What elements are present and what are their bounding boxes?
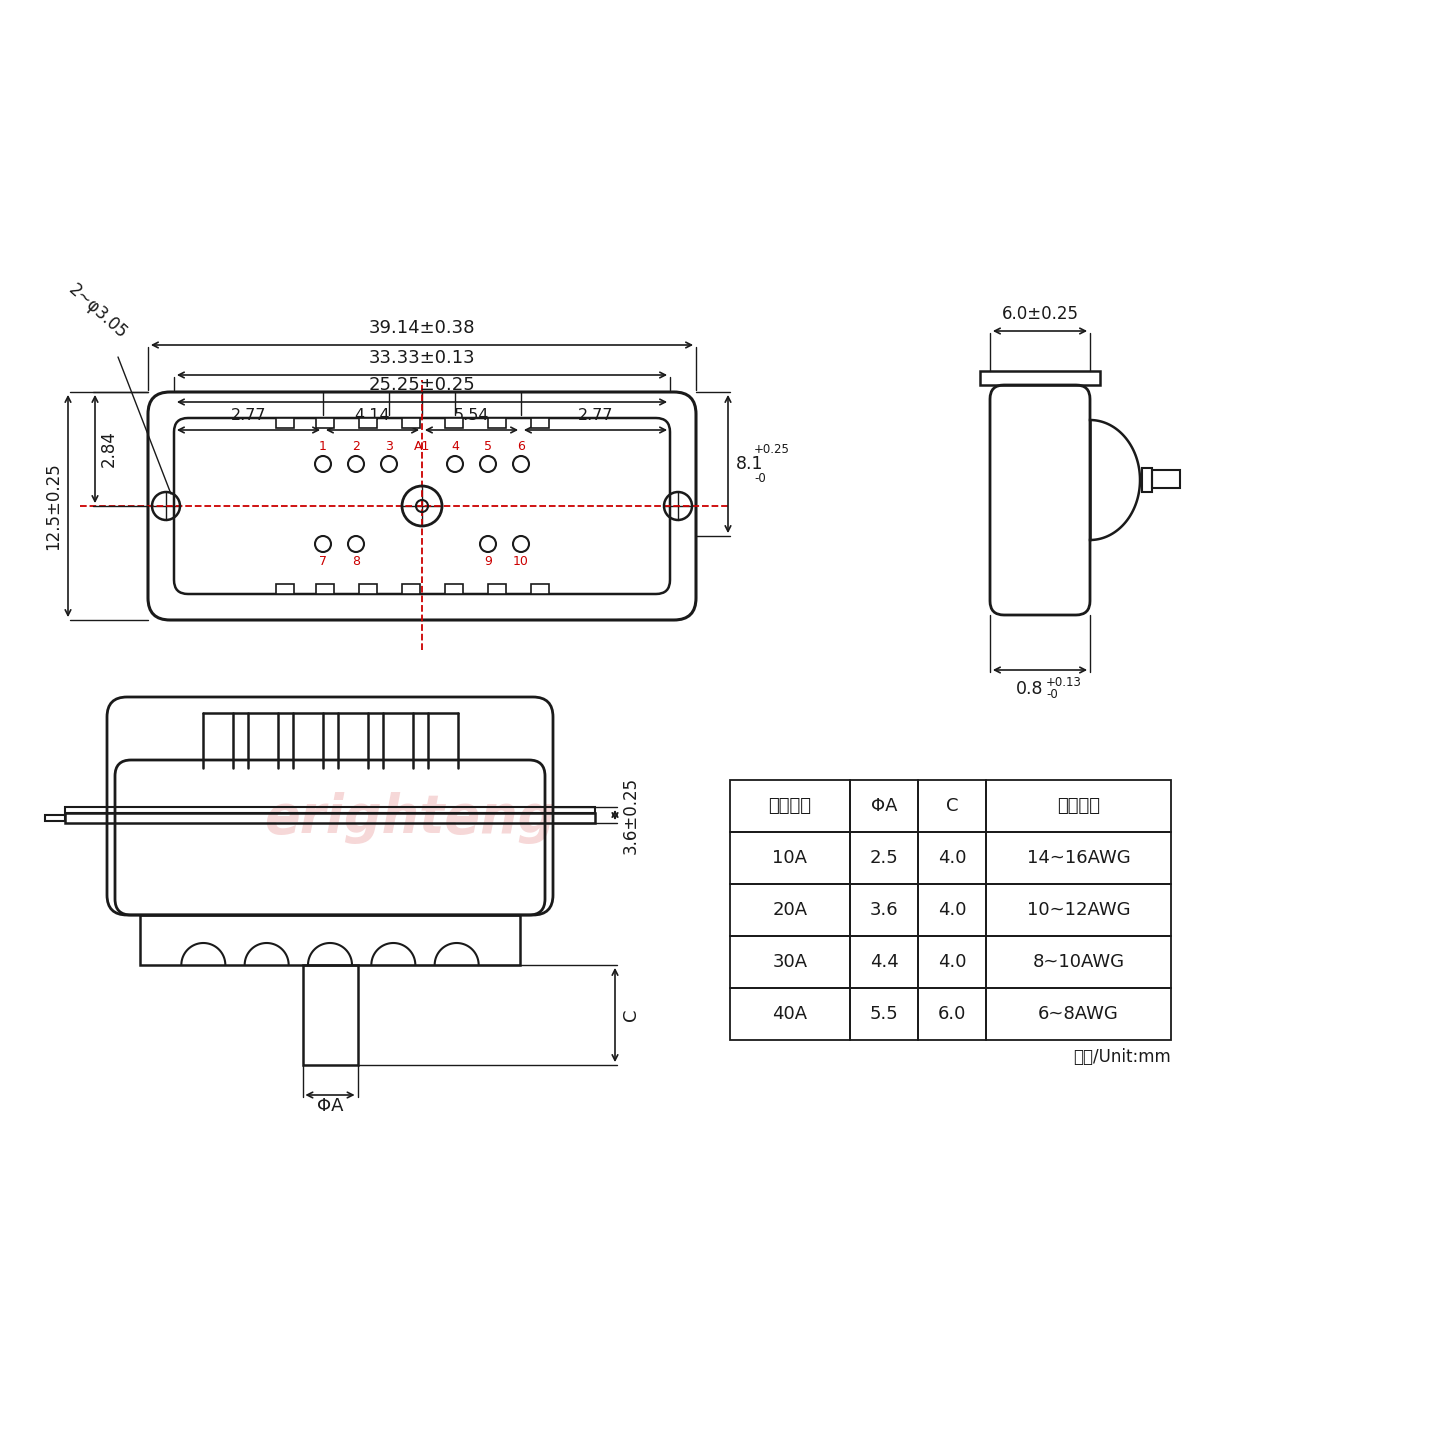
Text: 3.6: 3.6 <box>870 901 899 919</box>
Bar <box>315 418 334 428</box>
Text: +0.25: +0.25 <box>755 444 791 456</box>
Bar <box>850 936 919 988</box>
Text: 4.0: 4.0 <box>937 953 966 971</box>
Text: 7: 7 <box>320 554 327 567</box>
Text: 4: 4 <box>451 441 459 454</box>
Bar <box>1142 468 1152 492</box>
Text: 6: 6 <box>517 441 526 454</box>
Bar <box>919 780 986 832</box>
Bar <box>315 585 334 593</box>
Text: 单位/Unit:mm: 单位/Unit:mm <box>1073 1048 1171 1066</box>
Text: 14~16AWG: 14~16AWG <box>1027 850 1130 867</box>
Text: C: C <box>622 1009 639 1021</box>
Text: 2: 2 <box>351 441 360 454</box>
Text: 8.1: 8.1 <box>736 455 763 472</box>
Text: -0: -0 <box>1045 688 1058 701</box>
Text: 2.77: 2.77 <box>230 408 266 423</box>
Bar <box>986 884 1171 936</box>
Text: 3: 3 <box>384 441 393 454</box>
Bar <box>276 418 294 428</box>
Bar <box>986 936 1171 988</box>
Text: 2.77: 2.77 <box>577 408 613 423</box>
Text: 额定电流: 额定电流 <box>769 796 812 815</box>
Bar <box>981 372 1100 384</box>
Text: 12.5±0.25: 12.5±0.25 <box>45 462 62 550</box>
Bar <box>919 884 986 936</box>
Text: A1: A1 <box>413 441 431 454</box>
Text: 9: 9 <box>484 554 492 567</box>
Text: 5: 5 <box>484 441 492 454</box>
Bar <box>986 780 1171 832</box>
Bar <box>276 585 294 593</box>
Text: 3.6±0.25: 3.6±0.25 <box>622 776 639 854</box>
Bar <box>850 884 919 936</box>
Bar <box>986 832 1171 884</box>
Bar <box>730 780 850 832</box>
Bar <box>919 936 986 988</box>
Text: 4.0: 4.0 <box>937 850 966 867</box>
Text: 6~8AWG: 6~8AWG <box>1038 1005 1119 1022</box>
Bar <box>45 815 65 821</box>
Text: 4.4: 4.4 <box>870 953 899 971</box>
Bar <box>445 585 464 593</box>
Text: ΦA: ΦA <box>871 796 897 815</box>
Bar <box>359 418 377 428</box>
Text: 4.14: 4.14 <box>354 408 390 423</box>
Bar <box>65 814 595 824</box>
Bar <box>850 988 919 1040</box>
Bar <box>65 806 595 814</box>
Text: 8: 8 <box>351 554 360 567</box>
Text: 6.0: 6.0 <box>937 1005 966 1022</box>
Text: C: C <box>946 796 958 815</box>
Text: 25.25±0.25: 25.25±0.25 <box>369 376 475 395</box>
Bar <box>531 585 549 593</box>
Text: +0.13: +0.13 <box>1045 675 1081 688</box>
Bar <box>445 418 464 428</box>
Text: 30A: 30A <box>772 953 808 971</box>
Bar <box>730 988 850 1040</box>
Bar <box>919 832 986 884</box>
Text: 2~φ3.05: 2~φ3.05 <box>65 281 131 341</box>
Text: 1: 1 <box>320 441 327 454</box>
Text: 40A: 40A <box>772 1005 808 1022</box>
Bar <box>402 418 420 428</box>
Text: 2.5: 2.5 <box>870 850 899 867</box>
Text: 8~10AWG: 8~10AWG <box>1032 953 1125 971</box>
Bar <box>488 585 505 593</box>
Text: 33.33±0.13: 33.33±0.13 <box>369 348 475 367</box>
Bar <box>140 914 520 965</box>
Text: 10A: 10A <box>772 850 808 867</box>
Bar <box>919 988 986 1040</box>
Bar <box>986 988 1171 1040</box>
Bar <box>850 780 919 832</box>
Bar <box>730 936 850 988</box>
Bar <box>302 965 357 1066</box>
Bar <box>359 585 377 593</box>
Text: 2.84: 2.84 <box>99 431 118 468</box>
Bar <box>402 585 420 593</box>
Text: 6.0±0.25: 6.0±0.25 <box>1001 305 1079 323</box>
Text: -0: -0 <box>755 472 766 485</box>
Text: 39.14±0.38: 39.14±0.38 <box>369 320 475 337</box>
Text: 5.54: 5.54 <box>454 408 490 423</box>
Text: 4.0: 4.0 <box>937 901 966 919</box>
Text: ΦA: ΦA <box>317 1097 343 1115</box>
Bar <box>730 884 850 936</box>
Text: 5.5: 5.5 <box>870 1005 899 1022</box>
Text: 10~12AWG: 10~12AWG <box>1027 901 1130 919</box>
Text: 10: 10 <box>513 554 528 567</box>
Text: 0.8: 0.8 <box>1017 680 1044 698</box>
Bar <box>531 418 549 428</box>
Text: erighteng: erighteng <box>265 792 556 844</box>
Bar <box>850 832 919 884</box>
Bar <box>730 832 850 884</box>
Text: 20A: 20A <box>772 901 808 919</box>
Text: 线材规格: 线材规格 <box>1057 796 1100 815</box>
Bar <box>1152 469 1179 488</box>
Bar <box>488 418 505 428</box>
